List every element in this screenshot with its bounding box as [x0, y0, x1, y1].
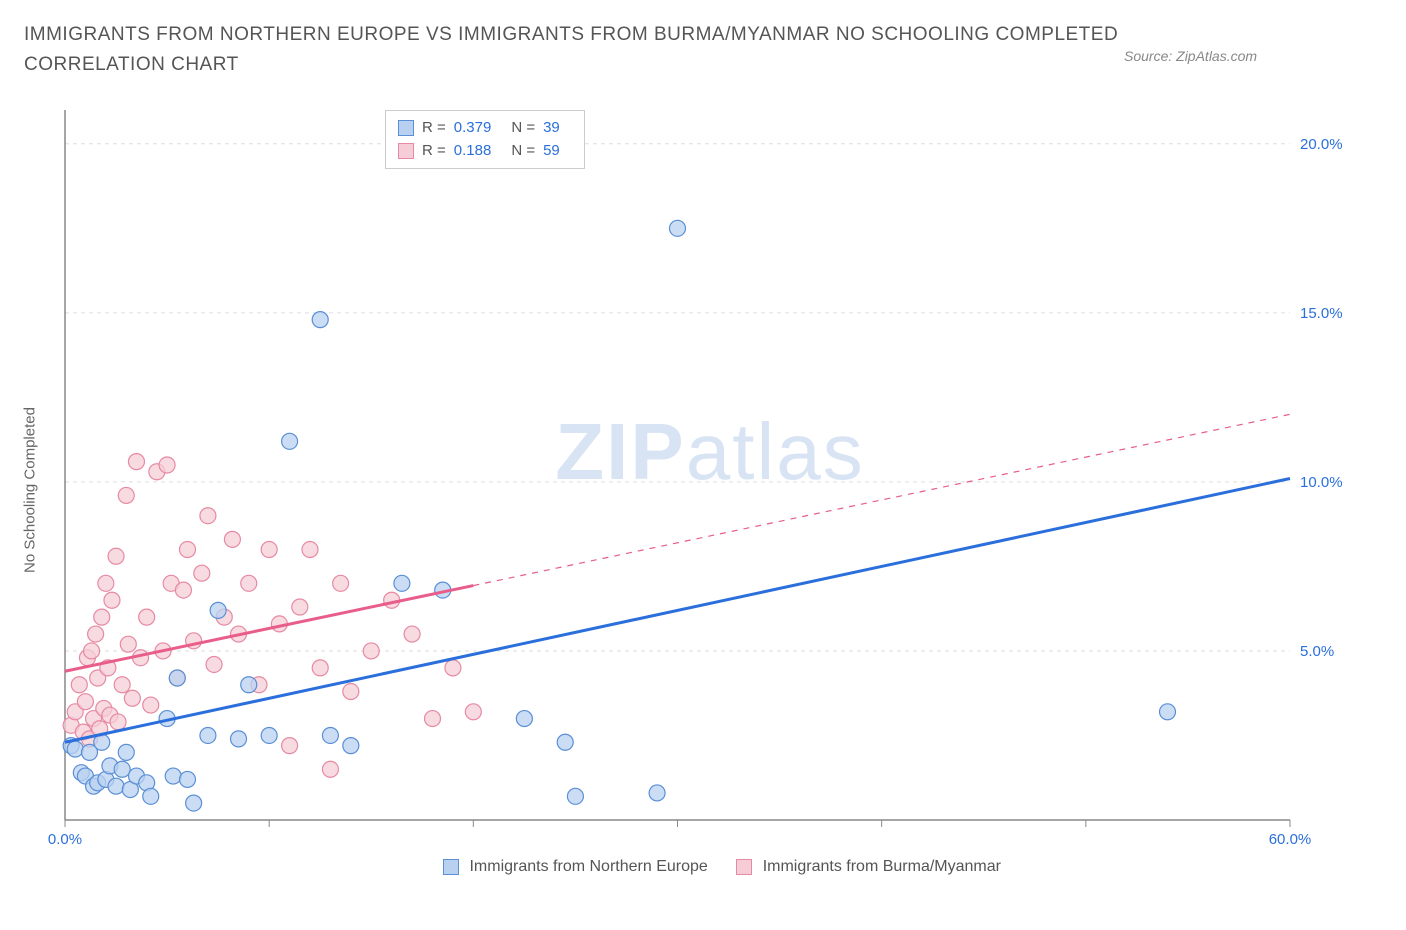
- data-point: [241, 575, 257, 591]
- trend-line: [65, 479, 1290, 743]
- y-axis-label: No Schooling Completed: [22, 407, 39, 573]
- data-point: [282, 433, 298, 449]
- data-point: [88, 626, 104, 642]
- correlation-stats-box: R = 0.379 N = 39 R = 0.188 N = 59: [385, 110, 585, 169]
- swatch-series1: [398, 120, 414, 136]
- data-point: [71, 677, 87, 693]
- data-point: [425, 711, 441, 727]
- stats-row-series1: R = 0.379 N = 39: [398, 117, 572, 140]
- data-point: [292, 599, 308, 615]
- stat-n-label-2: N =: [511, 140, 535, 163]
- data-point: [118, 487, 134, 503]
- plot-container: No Schooling Completed ZIPatlas 5.0%10.0…: [50, 110, 1370, 870]
- data-point: [118, 744, 134, 760]
- data-point: [108, 778, 124, 794]
- data-point: [98, 575, 114, 591]
- stat-n-value-2: 59: [543, 140, 560, 163]
- data-point: [77, 694, 93, 710]
- data-point: [94, 609, 110, 625]
- data-point: [261, 542, 277, 558]
- stat-r-label-2: R =: [422, 140, 446, 163]
- data-point: [67, 741, 83, 757]
- data-point: [143, 788, 159, 804]
- data-point: [343, 738, 359, 754]
- chart-svg: 5.0%10.0%15.0%20.0%0.0%60.0%: [60, 110, 1370, 870]
- data-point: [516, 711, 532, 727]
- x-tick-label: 0.0%: [48, 831, 82, 848]
- header-row: IMMIGRANTS FROM NORTHERN EUROPE VS IMMIG…: [0, 0, 1406, 81]
- y-tick-label: 10.0%: [1300, 474, 1343, 491]
- data-point: [120, 636, 136, 652]
- data-point: [363, 643, 379, 659]
- data-point: [180, 771, 196, 787]
- stat-r-value-2: 0.188: [454, 140, 492, 163]
- data-point: [200, 727, 216, 743]
- swatch-series2: [398, 143, 414, 159]
- stat-r-value-1: 0.379: [454, 117, 492, 140]
- data-point: [186, 795, 202, 811]
- data-point: [114, 677, 130, 693]
- legend-swatch-series1: [443, 859, 459, 875]
- data-point: [114, 761, 130, 777]
- data-point: [261, 727, 277, 743]
- data-point: [180, 542, 196, 558]
- data-point: [159, 457, 175, 473]
- data-point: [670, 220, 686, 236]
- data-point: [649, 785, 665, 801]
- legend-label-series2: Immigrants from Burma/Myanmar: [763, 858, 1001, 875]
- data-point: [465, 704, 481, 720]
- data-point: [84, 643, 100, 659]
- data-point: [224, 531, 240, 547]
- data-point: [322, 761, 338, 777]
- data-point: [1160, 704, 1176, 720]
- data-point: [169, 670, 185, 686]
- data-point: [210, 602, 226, 618]
- y-tick-label: 20.0%: [1300, 136, 1343, 153]
- data-point: [175, 582, 191, 598]
- legend-label-series1: Immigrants from Northern Europe: [469, 858, 707, 875]
- data-point: [282, 738, 298, 754]
- y-tick-label: 15.0%: [1300, 305, 1343, 322]
- data-point: [394, 575, 410, 591]
- chart-title: IMMIGRANTS FROM NORTHERN EUROPE VS IMMIG…: [24, 20, 1124, 81]
- data-point: [108, 548, 124, 564]
- data-point: [404, 626, 420, 642]
- source-attribution: Source: ZipAtlas.com: [1124, 48, 1257, 64]
- data-point: [312, 660, 328, 676]
- stat-n-value-1: 39: [543, 117, 560, 140]
- data-point: [557, 734, 573, 750]
- data-point: [206, 656, 222, 672]
- y-tick-label: 5.0%: [1300, 643, 1334, 660]
- x-tick-label: 60.0%: [1269, 831, 1312, 848]
- data-point: [124, 690, 140, 706]
- data-point: [567, 788, 583, 804]
- data-point: [194, 565, 210, 581]
- data-point: [241, 677, 257, 693]
- data-point: [302, 542, 318, 558]
- data-point: [143, 697, 159, 713]
- data-point: [104, 592, 120, 608]
- stat-n-label-1: N =: [511, 117, 535, 140]
- data-point: [128, 454, 144, 470]
- data-point: [343, 684, 359, 700]
- data-point: [445, 660, 461, 676]
- bottom-legend: Immigrants from Northern Europe Immigran…: [50, 858, 1370, 876]
- data-point: [312, 312, 328, 328]
- data-point: [231, 731, 247, 747]
- legend-swatch-series2: [736, 859, 752, 875]
- data-point: [110, 714, 126, 730]
- data-point: [200, 508, 216, 524]
- stat-r-label-1: R =: [422, 117, 446, 140]
- data-point: [165, 768, 181, 784]
- data-point: [322, 727, 338, 743]
- trend-line-dashed: [473, 414, 1290, 585]
- data-point: [139, 609, 155, 625]
- stats-row-series2: R = 0.188 N = 59: [398, 140, 572, 163]
- data-point: [333, 575, 349, 591]
